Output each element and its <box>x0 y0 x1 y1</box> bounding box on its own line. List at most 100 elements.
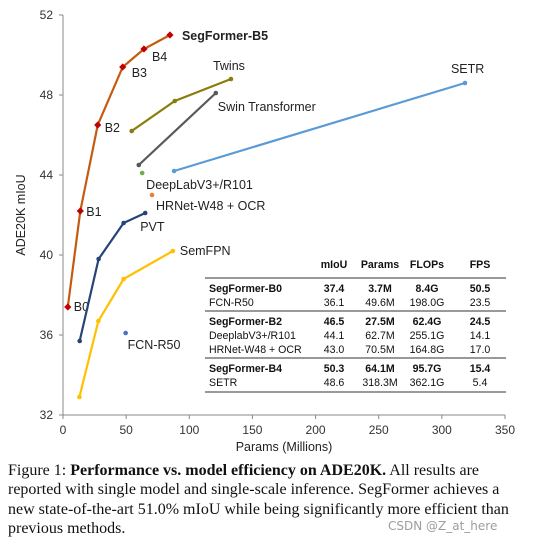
data-point-swin-transformer <box>136 162 142 168</box>
data-point-segformer <box>166 31 174 39</box>
point-label: SemFPN <box>180 244 231 258</box>
series-line-twins <box>131 77 232 132</box>
x-tick-label: 350 <box>495 423 515 437</box>
table-cell: 43.0 <box>324 344 345 356</box>
inset-table-bg <box>205 255 506 413</box>
point-label: B2 <box>105 121 120 135</box>
x-tick-label: 200 <box>306 423 326 437</box>
data-point-setr <box>462 80 468 86</box>
caption-body: All results are reported with single mod… <box>8 462 509 538</box>
table-cell: 8.4G <box>416 283 439 295</box>
watermark: CSDN @Z_at_here <box>388 519 498 533</box>
point-label: HRNet-W48 + OCR <box>156 199 265 213</box>
table-cell: 164.8G <box>410 344 445 356</box>
data-point-swin-transformer <box>213 90 219 96</box>
table-cell: 24.5 <box>470 316 491 328</box>
table-row-name: SegFormer-B2 <box>209 316 282 328</box>
data-point-pvt <box>96 256 101 262</box>
point-label: B0 <box>74 300 89 314</box>
point-label: DeepLabV3+/R101 <box>146 178 253 192</box>
caption-prefix: Figure 1: <box>8 462 71 479</box>
table-header: FPS <box>470 259 491 271</box>
table-cell: 198.0G <box>410 297 445 309</box>
table-cell: 255.1G <box>410 330 445 342</box>
table-row-name: SegFormer-B0 <box>209 283 282 295</box>
x-tick-label: 250 <box>369 423 389 437</box>
figure-caption: Figure 1: Performance vs. model efficien… <box>8 461 530 539</box>
table-cell: 49.6M <box>365 297 394 309</box>
caption-title: Performance vs. model efficiency on ADE2… <box>70 462 387 479</box>
point-label: SegFormer-B5 <box>182 29 268 43</box>
x-tick-label: 50 <box>119 423 133 437</box>
table-cell: 46.5 <box>324 316 345 328</box>
data-point-setr <box>171 168 177 174</box>
point-label: PVT <box>140 220 165 234</box>
table-cell: 95.7G <box>413 363 442 375</box>
table-row-name: FCN-R50 <box>209 297 254 309</box>
series-line-swin-transformer <box>138 92 217 166</box>
series-line-setr <box>173 81 466 173</box>
data-point-semfpn <box>96 318 101 324</box>
table-cell: 27.5M <box>365 316 395 328</box>
y-axis-title: ADE20K mIoU <box>14 174 28 255</box>
y-tick-label: 36 <box>40 328 54 342</box>
data-point-pvt <box>77 338 82 344</box>
point-label: SETR <box>451 62 484 76</box>
series-line-semfpn <box>78 250 174 398</box>
table-cell: 17.0 <box>470 344 491 356</box>
data-point-semfpn <box>77 394 82 400</box>
x-tick-label: 0 <box>60 423 67 437</box>
point-label: Swin Transformer <box>218 100 316 114</box>
data-point-fcn-r50 <box>123 330 128 336</box>
y-tick-label: 32 <box>40 408 54 422</box>
point-label: Twins <box>213 59 245 73</box>
data-point-hrnet-w48-ocr <box>149 192 155 198</box>
table-cell: 62.7M <box>365 330 394 342</box>
x-tick-label: 300 <box>432 423 452 437</box>
table-cell: 36.1 <box>324 297 345 309</box>
data-point-segformer <box>119 63 127 71</box>
table-row-name: SegFormer-B4 <box>209 363 282 375</box>
data-point-semfpn <box>121 276 126 282</box>
point-label: FCN-R50 <box>128 338 181 352</box>
table-cell: 50.3 <box>324 363 345 375</box>
table-header: FLOPs <box>410 259 444 271</box>
table-cell: 15.4 <box>470 363 491 375</box>
table-cell: 37.4 <box>324 283 345 295</box>
table-cell: 3.7M <box>368 283 392 295</box>
data-point-semfpn <box>170 248 176 254</box>
point-label: B1 <box>86 205 101 219</box>
table-cell: 318.3M <box>362 377 397 389</box>
table-cell: 5.4 <box>473 377 488 389</box>
y-tick-label: 48 <box>40 88 54 102</box>
x-tick-label: 150 <box>242 423 262 437</box>
table-cell: 362.1G <box>410 377 445 389</box>
data-point-segformer <box>140 45 148 53</box>
point-label: B3 <box>132 66 147 80</box>
y-tick-label: 52 <box>40 8 54 22</box>
data-point-segformer <box>64 303 72 311</box>
y-tick-label: 44 <box>40 168 54 182</box>
data-point-deeplabv3-r101 <box>139 170 145 176</box>
table-cell: 70.5M <box>365 344 394 356</box>
data-point-segformer <box>76 207 84 215</box>
table-cell: 44.1 <box>324 330 345 342</box>
chart: 0 50 100 150 200 250 300 350 32 36 40 44 48 52 Params … <box>14 8 515 454</box>
table-cell: 48.6 <box>324 377 345 389</box>
series-line-pvt <box>78 212 146 342</box>
data-point-twins <box>172 98 178 104</box>
x-tick-label: 100 <box>179 423 199 437</box>
y-tick-label: 40 <box>40 248 54 262</box>
table-cell: 64.1M <box>365 363 395 375</box>
x-axis-title: Params (Millions) <box>236 440 333 454</box>
table-row-name: HRNet-W48 + OCR <box>209 344 302 356</box>
table-row-name: SETR <box>209 377 238 389</box>
table-cell: 62.4G <box>413 316 442 328</box>
table-row-name: DeeplabV3+/R101 <box>209 330 296 342</box>
data-point-pvt <box>121 220 126 226</box>
table-header: Params <box>361 259 399 271</box>
data-point-twins <box>228 76 234 82</box>
data-point-twins <box>129 128 134 134</box>
table-cell: 23.5 <box>470 297 491 309</box>
point-label: B4 <box>152 50 167 64</box>
